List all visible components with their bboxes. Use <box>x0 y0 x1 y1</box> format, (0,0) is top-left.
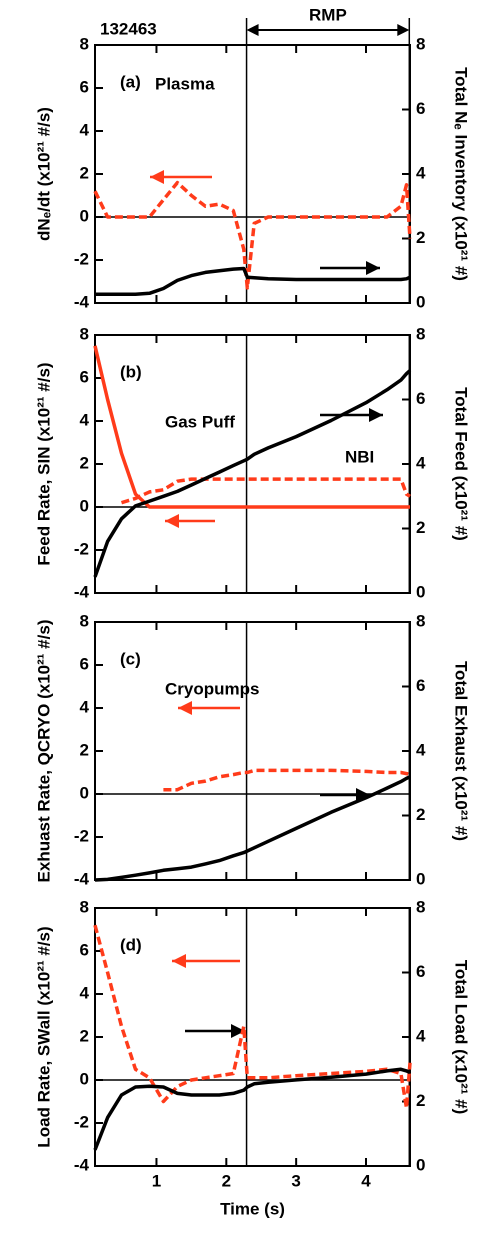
panel-label: (a) <box>120 72 141 91</box>
y-tick-label: 0 <box>80 206 89 225</box>
annotation: Plasma <box>155 74 215 93</box>
y2-tick-label: 2 <box>416 1091 425 1110</box>
series-line <box>93 345 410 509</box>
y-axis-label: Exhuast Rate, QCRYO (x10²¹ #/s) <box>34 620 53 883</box>
series-line <box>93 180 412 290</box>
y-tick-label: 6 <box>80 77 89 96</box>
panel-label: (d) <box>120 935 142 954</box>
y2-tick-label: 6 <box>416 99 425 118</box>
y-tick-label: 8 <box>80 324 89 343</box>
y-tick-label: 2 <box>80 453 89 472</box>
annotation: NBI <box>345 447 374 466</box>
y2-axis-label: Total Feed (x10²¹ #) <box>452 387 471 541</box>
plot-frame <box>94 621 411 881</box>
arrow-head <box>178 701 192 715</box>
y-tick-label: 4 <box>80 120 90 139</box>
x-tick-label: 1 <box>152 1171 161 1190</box>
chart-title: 132463 <box>100 19 157 38</box>
y2-tick-label: 0 <box>416 292 425 311</box>
series-line <box>94 775 411 882</box>
x-tick-label: 3 <box>291 1171 300 1190</box>
y-tick-label: 0 <box>80 783 89 802</box>
x-tick-label: 4 <box>361 1171 371 1190</box>
y2-axis-label: Total Exhaust (x10²¹ #) <box>452 661 471 841</box>
series-line <box>93 369 412 578</box>
y-tick-label: 8 <box>80 611 89 630</box>
y-tick-label: -2 <box>74 249 89 268</box>
arrow-head <box>150 170 164 184</box>
y-tick-label: 4 <box>80 697 90 716</box>
y-tick-label: -2 <box>74 539 89 558</box>
y2-tick-label: 4 <box>416 163 426 182</box>
arrow-head <box>366 261 380 275</box>
y2-tick-label: 8 <box>416 611 425 630</box>
y-tick-label: -2 <box>74 826 89 845</box>
arrow-head <box>356 788 370 802</box>
plot-frame <box>94 44 411 304</box>
arrow-head <box>397 24 410 36</box>
y-tick-label: 2 <box>80 1026 89 1045</box>
y2-tick-label: 4 <box>416 453 426 472</box>
annotation: Gas Puff <box>165 412 235 431</box>
x-tick-label: 2 <box>222 1171 231 1190</box>
y-tick-label: -4 <box>74 1155 90 1174</box>
arrow-head <box>165 514 179 528</box>
y2-tick-label: 4 <box>416 1026 426 1045</box>
y2-tick-label: 4 <box>416 740 426 759</box>
y-axis-label: Feed Rate, SIN (x10²¹ #/s) <box>34 362 53 565</box>
series-line <box>95 266 411 297</box>
panel-label: (c) <box>120 649 141 668</box>
series-line <box>120 477 411 505</box>
x-axis-label: Time (s) <box>220 1199 285 1218</box>
y-tick-label: -2 <box>74 1112 89 1131</box>
y2-tick-label: 6 <box>416 389 425 408</box>
y-tick-label: 6 <box>80 654 89 673</box>
y-tick-label: 6 <box>80 367 89 386</box>
y2-tick-label: 0 <box>416 582 425 601</box>
y2-tick-label: 0 <box>416 1155 425 1174</box>
arrow-head <box>369 408 383 422</box>
y-tick-label: 4 <box>80 983 90 1002</box>
y-tick-label: 8 <box>80 34 89 53</box>
y-axis-label: Load Rate, SWall (x10²¹ #/s) <box>34 926 53 1147</box>
series-line <box>93 1067 411 1151</box>
arrow-head <box>231 1024 245 1038</box>
y2-tick-label: 8 <box>416 34 425 53</box>
y2-tick-label: 2 <box>416 228 425 247</box>
y-tick-label: 0 <box>80 496 89 515</box>
y2-tick-label: 0 <box>416 869 425 888</box>
y-tick-label: 2 <box>80 163 89 182</box>
y2-tick-label: 8 <box>416 324 425 343</box>
y2-tick-label: 2 <box>416 518 425 537</box>
y-axis-label: dNₑ/dt (x10²¹ #/s) <box>34 107 53 241</box>
series-line <box>93 924 412 1110</box>
arrow-head <box>246 24 259 36</box>
y2-tick-label: 6 <box>416 676 425 695</box>
y2-tick-label: 6 <box>416 962 425 981</box>
y-tick-label: -4 <box>74 582 90 601</box>
y-tick-label: 8 <box>80 897 89 916</box>
y2-tick-label: 2 <box>416 805 425 824</box>
y2-tick-label: 8 <box>416 897 425 916</box>
y-tick-label: -4 <box>74 869 90 888</box>
annotation: Cryopumps <box>165 679 259 698</box>
series-line <box>163 768 411 792</box>
panel-label: (b) <box>120 362 142 381</box>
plot-frame <box>94 907 411 1167</box>
y-tick-label: 4 <box>80 410 90 429</box>
span-label: RMP <box>309 5 347 24</box>
y2-axis-label: Total Nₑ Inventory (x10²¹ #) <box>452 67 471 281</box>
y-tick-label: 0 <box>80 1069 89 1088</box>
y-tick-label: -4 <box>74 292 90 311</box>
y-tick-label: 6 <box>80 940 89 959</box>
arrow-head <box>172 954 186 968</box>
y-tick-label: 2 <box>80 740 89 759</box>
y2-axis-label: Total Load (x10²¹ #) <box>452 960 471 1115</box>
